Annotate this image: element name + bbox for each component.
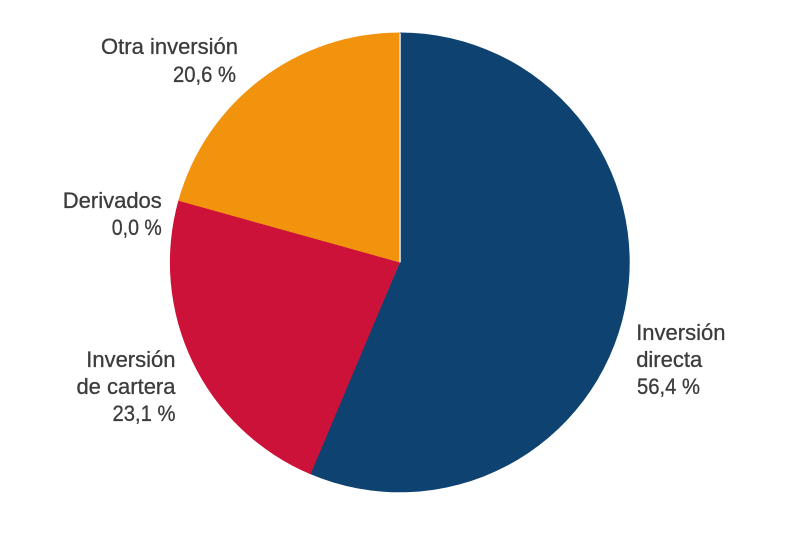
svg-text:de cartera: de cartera	[76, 374, 176, 399]
svg-text:0,0 %: 0,0 %	[112, 215, 162, 240]
svg-text:56,4 %: 56,4 %	[637, 374, 700, 399]
svg-text:Inversión: Inversión	[636, 320, 725, 345]
svg-text:directa: directa	[636, 347, 703, 372]
svg-text:Inversión: Inversión	[86, 347, 175, 372]
svg-text:20,6 %: 20,6 %	[173, 62, 236, 87]
svg-text:23,1 %: 23,1 %	[113, 401, 176, 426]
svg-text:Derivados: Derivados	[63, 188, 162, 213]
svg-text:Otra inversión: Otra inversión	[101, 34, 238, 59]
